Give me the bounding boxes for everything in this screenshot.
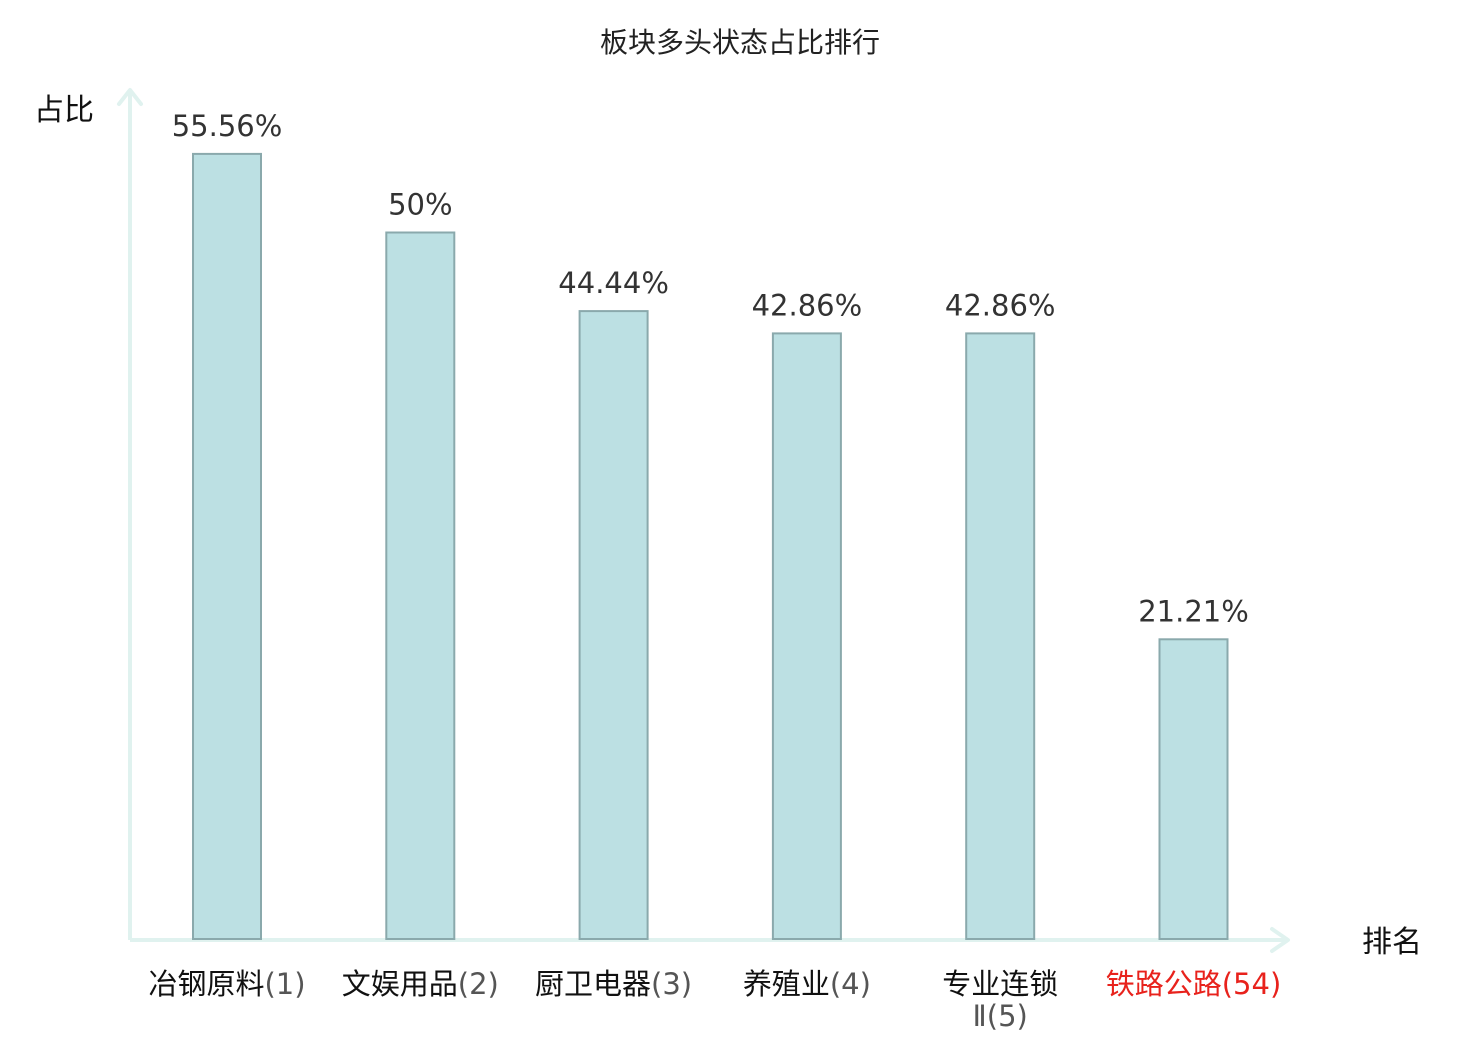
category-tick-label: 养殖业(4): [743, 967, 871, 1001]
bar: [1158, 638, 1229, 940]
category-name: 文娱用品: [342, 967, 458, 1001]
y-axis-label: 占比: [34, 93, 94, 128]
x-axis-label: 排名: [1362, 925, 1422, 960]
category-rank: (2): [458, 967, 499, 1001]
category-name: 养殖业: [743, 967, 830, 1001]
bars-group: [192, 152, 1229, 941]
bar-value-label: 42.86%: [945, 288, 1056, 322]
category-name: 铁路公路: [1106, 967, 1222, 1001]
category-tick-label: 冶钢原料(1): [148, 967, 305, 1001]
bar: [192, 152, 262, 940]
bar-value-label: 55.56%: [172, 109, 283, 143]
bar: [965, 332, 1036, 940]
category-tick-label: 厨卫电器(3): [535, 967, 692, 1001]
value-labels-group: 55.56% 50% 44.44% 42.86% 42.86% 21.21%: [172, 109, 1249, 628]
bar: [385, 231, 456, 940]
category-rank: (1): [264, 967, 305, 1001]
category-name: 专业连锁: [942, 967, 1058, 1001]
category-name: 冶钢原料: [148, 967, 264, 1001]
category-name: 厨卫电器: [535, 967, 651, 1001]
category-tick-label-line2: Ⅱ(5): [973, 999, 1028, 1033]
bar-value-label: 50%: [388, 188, 452, 222]
category-tick-label: 文娱用品(2): [342, 967, 499, 1001]
category-tick-label: 专业连锁: [942, 967, 1058, 1001]
x-axis-arrow-icon: [1270, 927, 1290, 953]
bar: [578, 310, 649, 941]
category-rank: (4): [830, 967, 871, 1001]
bar: [771, 332, 842, 940]
bar-value-label: 44.44%: [558, 266, 669, 300]
y-axis-arrow-icon: [117, 88, 143, 106]
chart-title: 板块多头状态占比排行: [600, 26, 880, 59]
category-labels-group: 冶钢原料(1) 文娱用品(2) 厨卫电器(3) 养殖业(4) 专业连锁Ⅱ(5)铁路公路(…: [148, 967, 1281, 1033]
bar-value-label: 42.86%: [752, 288, 863, 322]
category-rank: (54): [1222, 967, 1282, 1001]
axes: [117, 88, 1290, 953]
bar-value-label: 21.21%: [1138, 594, 1249, 628]
category-tick-label: 铁路公路(54): [1106, 967, 1282, 1001]
category-rank: (3): [651, 967, 692, 1001]
